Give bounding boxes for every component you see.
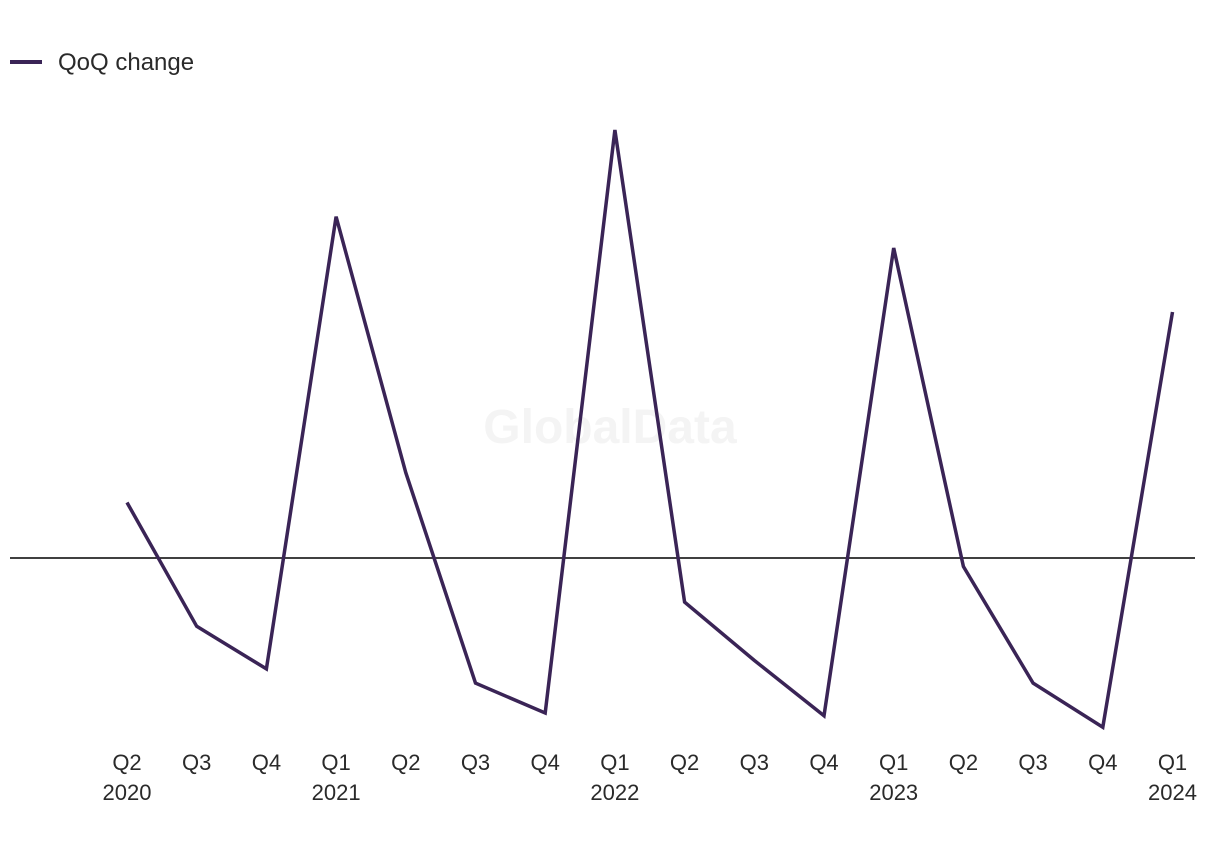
x-tick-label: Q2 [670,750,699,775]
legend: QoQ change [10,49,194,76]
x-tick-label: Q3 [1018,750,1047,775]
x-tick-year-label: 2021 [312,780,361,805]
x-tick-year-label: 2022 [590,780,639,805]
x-tick-label: Q2 [949,750,978,775]
x-tick-year-label: 2020 [103,780,152,805]
x-tick-label: Q4 [1088,750,1117,775]
series-group [125,129,1175,731]
watermark-text: GlobalData [483,401,737,454]
x-tick-label: Q3 [182,750,211,775]
x-tick-label: Q3 [740,750,769,775]
x-tick-label: Q4 [531,750,560,775]
x-tick-label: Q1 [600,750,629,775]
x-tick-label: Q1 [879,750,908,775]
x-tick-label: Q2 [391,750,420,775]
x-tick-year-label: 2023 [869,780,918,805]
x-tick-label: Q2 [112,750,141,775]
x-tick-label: Q4 [252,750,281,775]
x-axis-ticks: Q2 2020 Q3 Q4 Q1 2021 Q2 Q3 Q4 Q1 2022 Q2 Q3 Q4 Q1 2023… [103,750,1197,805]
x-tick-label: Q3 [461,750,490,775]
series-line-qoq-change [125,129,1175,731]
x-tick-label: Q1 [1158,750,1187,775]
x-tick-label: Q4 [809,750,838,775]
x-tick-label: Q1 [321,750,350,775]
legend-label: QoQ change [58,49,194,76]
x-tick-year-label: 2024 [1148,780,1197,805]
